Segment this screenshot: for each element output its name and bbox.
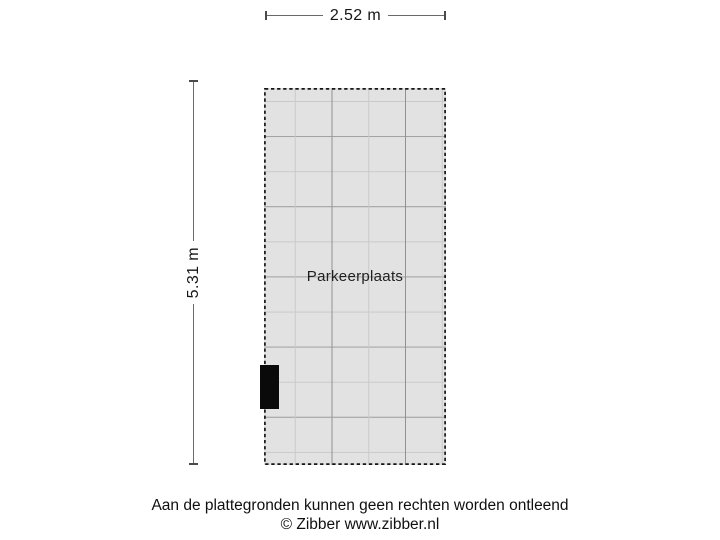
dimension-tick-right [444, 11, 447, 20]
dimension-line-segment [193, 82, 194, 241]
room-label: Parkeerplaats [306, 267, 404, 285]
floorplan-area: Parkeerplaats [260, 88, 446, 465]
dimension-line-segment [267, 15, 323, 16]
dimension-line-segment [193, 304, 194, 464]
dimension-line-segment [388, 15, 445, 16]
width-dimension-label: 2.52 m [329, 6, 382, 24]
footer: Aan de plattegronden kunnen geen rechten… [0, 496, 720, 534]
dimension-tick-bottom [189, 463, 198, 466]
left-dimension: 5.31 m [184, 80, 202, 466]
height-dimension-label: 5.31 m [184, 246, 202, 299]
pillar-marker [260, 365, 279, 409]
dimension-tick-top [189, 80, 198, 82]
dimension-tick-left [265, 11, 267, 20]
top-dimension: 2.52 m [265, 6, 447, 24]
copyright-text: © Zibber www.zibber.nl [280, 516, 440, 533]
disclaimer-text: Aan de plattegronden kunnen geen rechten… [151, 497, 569, 514]
